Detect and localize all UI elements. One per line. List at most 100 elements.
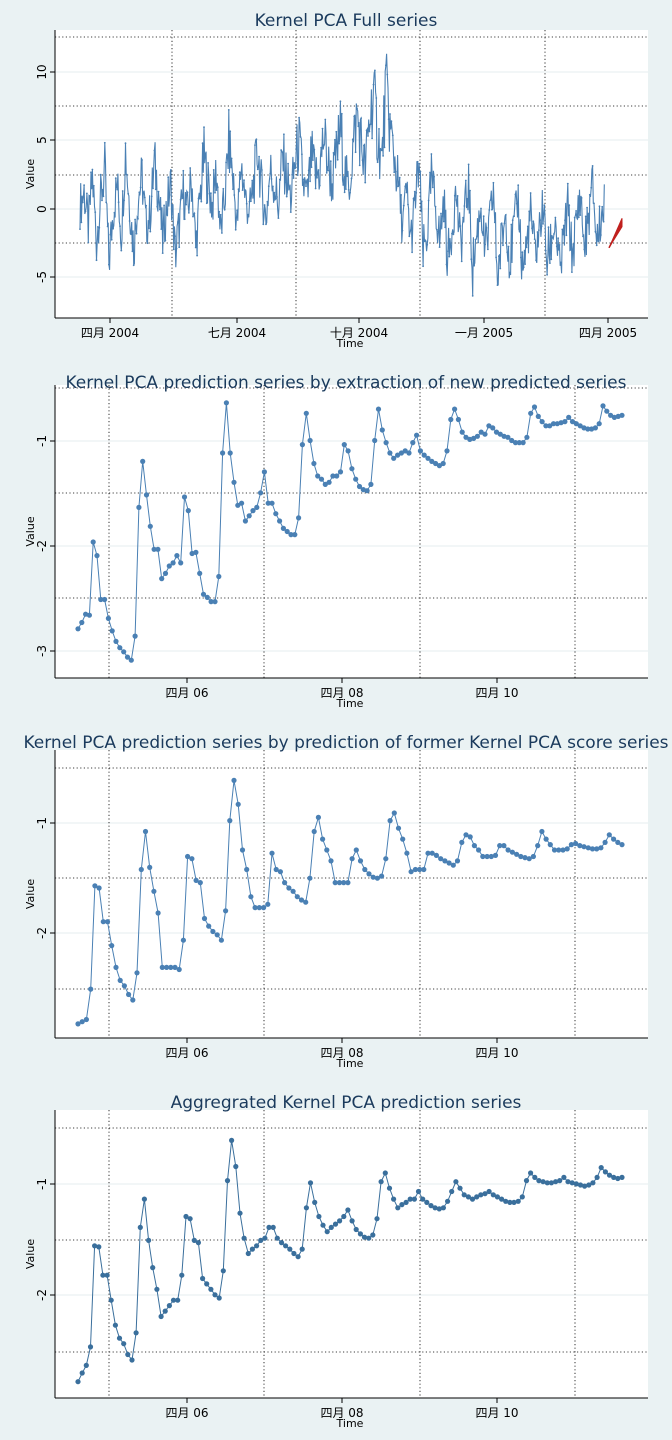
prediction-point [421,866,427,873]
prediction-point [410,440,416,446]
full-series-point [579,214,582,217]
full-series-point [103,141,106,144]
prediction-point [307,437,313,444]
full-series-point [87,241,90,244]
prediction-point [158,1313,164,1320]
prediction-point [436,1206,442,1212]
prediction-point [357,858,364,864]
full-series-point [517,184,520,187]
full-series-point [364,181,367,184]
full-series-point [314,187,317,190]
x-tick-label: 四月 2005 [579,326,637,340]
prediction-point [252,905,258,911]
prediction-point [493,429,500,435]
prediction-point [244,866,250,873]
full-series-point [404,185,407,188]
full-series-point [163,204,166,207]
prediction-point [429,458,435,464]
full-series-point [179,198,182,201]
prediction-point [611,1174,617,1180]
prediction-point [573,840,579,847]
forecast-line [608,222,623,249]
prediction-point [364,488,370,494]
full-series-point [190,200,193,202]
full-series-point [159,208,161,211]
prediction-point [299,442,305,448]
full-series-point [503,222,506,225]
prediction-point [471,843,477,849]
prediction-point [345,1207,351,1213]
full-series-point [243,179,245,182]
y-axis-title: Value [24,516,37,546]
prediction-point [383,856,389,862]
prediction-point [109,628,115,634]
full-series-point [233,194,236,196]
full-series-point [487,248,489,251]
full-series-point [495,256,497,259]
full-series-point [361,159,364,162]
full-series-point [445,263,448,266]
full-series-point [203,126,205,129]
prediction-point [585,426,591,432]
prediction-point [315,814,321,821]
full-series-point [511,219,514,222]
prediction-point [307,875,313,881]
prediction-point [398,450,404,456]
prediction-point [258,1237,264,1243]
full-series-point [247,213,250,216]
prediction-point [311,828,317,835]
prediction-point [79,619,85,626]
full-series-point [124,142,127,145]
prediction-point [519,1194,525,1200]
full-series-point [225,161,228,164]
prediction-point [261,469,267,475]
full-series-point [146,242,149,245]
full-series-point [112,227,114,230]
prediction-point [235,801,241,807]
prediction-point [429,850,435,856]
prediction-point [420,1196,426,1202]
prediction-point [121,1341,127,1347]
prediction-point [286,885,292,891]
full-series-point [434,205,437,208]
full-series-point [207,162,210,164]
prediction-point [372,437,378,444]
full-series-point [106,225,109,228]
full-series-point [204,153,207,155]
prediction-point [490,425,496,431]
full-series-point [380,149,383,152]
prediction-point [606,1172,613,1178]
prediction-point [273,866,279,873]
full-series-point [573,216,576,219]
full-series-point [372,83,375,86]
prediction-point [334,473,340,479]
full-series-point [241,189,244,192]
full-series-point [447,250,449,253]
full-series-point [283,133,285,136]
full-series-point [182,169,185,172]
full-series-point [323,144,325,147]
full-series-point [219,213,222,216]
full-series-point [244,189,247,192]
prediction-point [256,905,262,911]
prediction-point [324,1229,330,1235]
full-series-point [215,189,218,192]
full-series-point [178,246,181,249]
full-series-point [498,255,500,258]
full-series-point [113,211,116,214]
full-series-point [120,249,123,252]
prediction-point [370,1232,376,1238]
prediction-point [428,1203,434,1209]
full-series-point [543,204,546,207]
y-axis-title: Value [24,1239,37,1269]
prediction-point [404,850,410,856]
full-series-point [227,109,230,111]
full-series-point [365,129,368,132]
prediction-point [524,434,530,440]
prediction-point [298,897,305,903]
full-series-point [347,188,350,191]
full-series-point [397,185,400,188]
full-series-point [584,215,587,218]
prediction-point [366,871,372,877]
full-series-point [455,199,458,201]
